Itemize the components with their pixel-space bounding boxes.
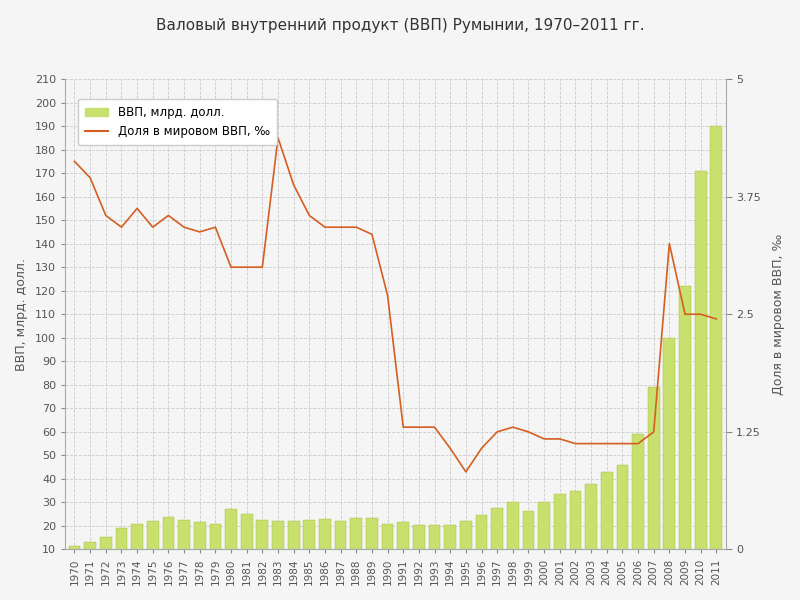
Bar (350, 518, 362, 573)
Bar (147, 521, 158, 573)
Bar (194, 523, 206, 573)
Bar (601, 472, 613, 573)
Bar (429, 525, 441, 573)
Bar (522, 511, 534, 573)
Bar (695, 171, 706, 573)
Bar (178, 520, 190, 573)
Bar (460, 521, 472, 573)
Bar (507, 502, 518, 573)
Legend: ВВП, млрд. долл., Доля в мировом ВВП, ‰: ВВП, млрд. долл., Доля в мировом ВВП, ‰ (78, 99, 277, 145)
Bar (69, 546, 80, 573)
Bar (398, 523, 409, 573)
Bar (570, 491, 582, 573)
Bar (491, 508, 503, 573)
Bar (272, 521, 284, 573)
Bar (319, 519, 331, 573)
Y-axis label: ВВП, млрд. долл.: ВВП, млрд. долл. (15, 258, 28, 371)
Bar (303, 520, 315, 573)
Bar (679, 286, 691, 573)
Bar (538, 502, 550, 573)
Bar (413, 525, 425, 573)
Bar (632, 434, 644, 573)
Bar (241, 514, 253, 573)
Bar (131, 524, 143, 573)
Bar (476, 515, 487, 573)
Bar (84, 542, 96, 573)
Bar (115, 529, 127, 573)
Bar (288, 521, 299, 573)
Bar (444, 525, 456, 573)
Bar (648, 387, 659, 573)
Bar (257, 520, 268, 573)
Bar (554, 494, 566, 573)
Bar (210, 524, 222, 573)
Bar (710, 126, 722, 573)
Bar (334, 521, 346, 573)
Bar (382, 524, 394, 573)
Bar (586, 484, 597, 573)
Bar (617, 465, 628, 573)
Y-axis label: Доля в мировом ВВП, ‰: Доля в мировом ВВП, ‰ (772, 233, 785, 395)
Bar (663, 338, 675, 573)
Bar (225, 509, 237, 573)
Bar (100, 536, 112, 573)
Text: Валовый внутренний продукт (ВВП) Румынии, 1970–2011 гг.: Валовый внутренний продукт (ВВП) Румынии… (156, 18, 644, 33)
Bar (162, 517, 174, 573)
Bar (366, 518, 378, 573)
